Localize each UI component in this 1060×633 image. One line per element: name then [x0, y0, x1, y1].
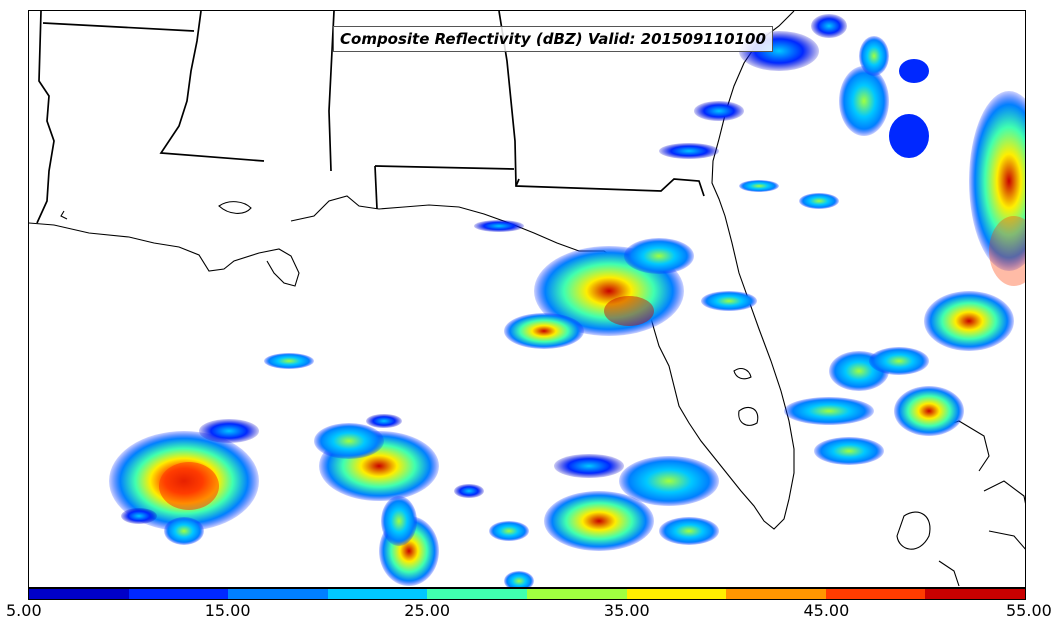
colorbar-tick-label: 5.00: [6, 601, 42, 620]
colorbar-tick-label: 55.00: [1006, 601, 1052, 620]
colorbar: [28, 588, 1026, 600]
colorbar-segment: [427, 589, 527, 599]
map-title: Composite Reflectivity (dBZ) Valid: 2015…: [333, 26, 773, 52]
colorbar-segment: [128, 589, 229, 599]
basemap: [29, 11, 1025, 587]
colorbar-tick-label: 45.00: [803, 601, 850, 620]
colorbar-tick-label: 25.00: [404, 601, 451, 620]
colorbar-segment: [626, 589, 727, 599]
colorbar-segment: [726, 589, 826, 599]
reflectivity-layer: [109, 14, 1025, 587]
colorbar-segment: [29, 589, 129, 599]
colorbar-segment: [228, 589, 328, 599]
colorbar-segment: [327, 589, 428, 599]
map-panel: Composite Reflectivity (dBZ) Valid: 2015…: [28, 10, 1026, 588]
colorbar-segment: [526, 589, 627, 599]
colorbar-segment: [825, 589, 926, 599]
colorbar-tick-label: 15.00: [204, 601, 251, 620]
colorbar-tick-label: 35.00: [603, 601, 650, 620]
colorbar-labels: 5.00 15.00 25.00 35.00 45.00 55.00: [0, 601, 1060, 623]
colorbar-segment: [925, 589, 1025, 599]
state-lines: [36, 11, 705, 224]
